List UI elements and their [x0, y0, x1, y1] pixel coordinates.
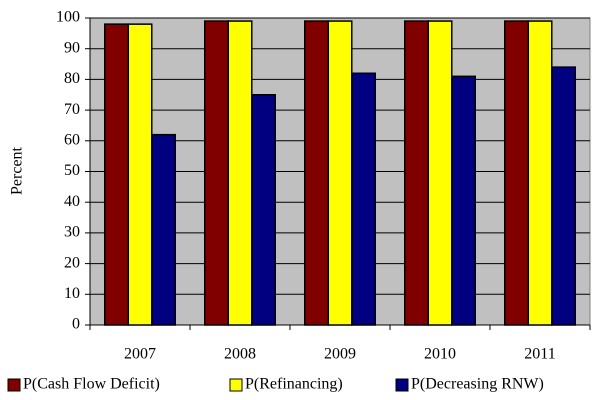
y-tick-label: 70 — [64, 101, 80, 118]
y-tick-label: 40 — [64, 193, 80, 210]
x-tick-label: 2011 — [524, 346, 555, 363]
y-tick-label: 0 — [72, 316, 80, 333]
bar — [427, 20, 453, 326]
y-tick-label: 100 — [56, 9, 80, 26]
bar — [327, 20, 353, 326]
legend-swatch — [229, 378, 243, 392]
legend-label: P(Cash Flow Deficit) — [23, 376, 160, 393]
y-tick-label: 10 — [64, 285, 80, 302]
bar — [551, 66, 576, 326]
y-tick-label: 30 — [64, 224, 80, 241]
y-tick-label: 60 — [64, 131, 80, 148]
x-tick-label: 2008 — [224, 346, 256, 363]
y-tick-label: 90 — [64, 39, 80, 56]
y-tick-label: 50 — [64, 162, 80, 179]
bar — [151, 133, 176, 326]
bar — [504, 20, 529, 326]
y-tick-label: 80 — [64, 70, 80, 87]
legend-label: P(Refinancing) — [245, 376, 343, 393]
bar — [104, 23, 129, 326]
x-tick-label: 2007 — [124, 346, 156, 363]
bar — [527, 20, 553, 326]
x-tick-label: 2010 — [424, 346, 456, 363]
bar — [127, 23, 153, 326]
y-tick-label: 20 — [64, 254, 80, 271]
bar — [251, 94, 276, 326]
x-tick-label: 2009 — [324, 346, 356, 363]
bar — [404, 20, 429, 326]
legend-label: P(Decreasing RNW) — [411, 376, 544, 393]
bar — [351, 72, 376, 326]
bar — [304, 20, 329, 326]
bar — [451, 75, 476, 326]
bar — [227, 20, 253, 326]
y-axis-label: Percent — [9, 146, 26, 195]
bar — [204, 20, 229, 326]
legend-swatch — [7, 378, 21, 392]
legend-swatch — [395, 378, 409, 392]
